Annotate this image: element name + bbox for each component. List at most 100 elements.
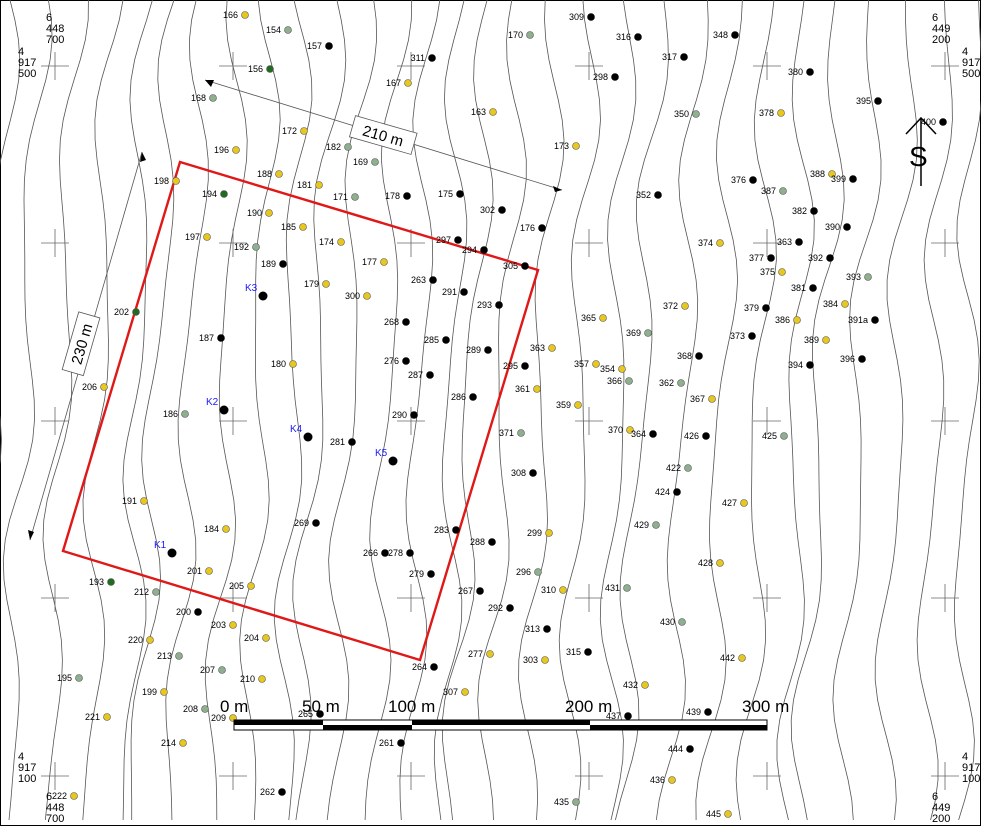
survey-point[interactable]: 429 [634,520,660,530]
survey-point[interactable]: 387 [761,186,787,196]
survey-point-marker[interactable] [290,361,297,368]
survey-point[interactable]: 286 [451,392,477,402]
survey-point[interactable]: 366 [607,376,633,386]
survey-point-marker[interactable] [844,224,851,231]
survey-point[interactable]: 194 [202,189,228,199]
survey-point[interactable]: 168 [191,93,217,103]
survey-point-marker[interactable] [223,526,230,533]
survey-point[interactable]: 288 [470,537,496,547]
survey-point-marker[interactable] [263,635,270,642]
survey-point-marker[interactable] [542,657,549,664]
survey-point-marker[interactable] [352,194,359,201]
survey-point-marker[interactable] [725,811,732,818]
key-point-marker[interactable] [304,433,313,442]
survey-point-marker[interactable] [522,263,529,270]
survey-point[interactable]: 267 [458,586,484,596]
survey-point-marker[interactable] [739,655,746,662]
key-point-marker[interactable] [220,406,229,415]
survey-point[interactable]: 200 [176,607,202,617]
survey-point[interactable]: 212 [134,587,160,597]
survey-point-marker[interactable] [147,637,154,644]
survey-point-marker[interactable] [316,182,323,189]
survey-point-marker[interactable] [703,433,710,440]
survey-point-marker[interactable] [313,520,320,527]
survey-point[interactable]: 442 [720,653,746,663]
survey-point-marker[interactable] [477,588,484,595]
survey-point[interactable]: 182 [326,142,352,152]
survey-point-marker[interactable] [527,32,534,39]
survey-point[interactable]: 390 [825,222,851,232]
survey-point[interactable]: 445 [706,809,732,819]
survey-point[interactable]: 174 [319,237,345,247]
survey-point-marker[interactable] [530,470,537,477]
survey-point-marker[interactable] [204,234,211,241]
survey-point-marker[interactable] [202,706,209,713]
survey-point[interactable]: 427 [722,498,748,508]
survey-point-marker[interactable] [427,372,434,379]
survey-point-marker[interactable] [443,337,450,344]
survey-point-marker[interactable] [717,240,724,247]
survey-point-marker[interactable] [153,589,160,596]
survey-point-marker[interactable] [382,550,389,557]
survey-point-marker[interactable] [407,550,414,557]
survey-point[interactable]: 374 [698,238,724,248]
survey-point-marker[interactable] [233,147,240,154]
survey-point-marker[interactable] [276,171,283,178]
survey-point-marker[interactable] [326,43,333,50]
survey-point-marker[interactable] [678,380,685,387]
survey-point-marker[interactable] [242,12,249,19]
survey-point-marker[interactable] [206,568,213,575]
survey-point-marker[interactable] [462,689,469,696]
survey-point-marker[interactable] [679,619,686,626]
survey-point[interactable]: 365 [581,313,607,323]
survey-point-marker[interactable] [705,709,712,716]
survey-point[interactable]: 348 [713,30,739,40]
survey-point[interactable]: 367 [690,394,716,404]
survey-point[interactable]: 389 [804,335,830,345]
survey-point-marker[interactable] [470,394,477,401]
survey-point[interactable]: 393 [846,272,872,282]
survey-point-marker[interactable] [780,188,787,195]
survey-point-marker[interactable] [364,293,371,300]
survey-point[interactable]: 290 [392,410,418,420]
survey-point-marker[interactable] [539,225,546,232]
survey-point-marker[interactable] [940,119,947,126]
survey-point-marker[interactable] [717,560,724,567]
survey-point-marker[interactable] [487,651,494,658]
survey-point[interactable]: 220 [128,635,154,645]
survey-point[interactable]: 295 [503,361,529,371]
survey-point-marker[interactable] [750,177,757,184]
survey-point-marker[interactable] [301,128,308,135]
survey-point[interactable]: 436 [650,775,676,785]
survey-point[interactable]: 357 [574,359,600,369]
survey-point[interactable]: 382 [792,206,818,216]
survey-point[interactable]: 262 [260,787,286,797]
survey-point[interactable]: 391a [848,315,879,325]
survey-point[interactable]: 203 [211,620,237,630]
survey-point[interactable]: 392 [808,253,834,263]
survey-point[interactable]: 372 [663,301,689,311]
survey-point[interactable]: 222 [52,791,78,801]
survey-point[interactable]: 424 [655,487,681,497]
survey-point-marker[interactable] [535,569,542,576]
survey-point-marker[interactable] [653,522,660,529]
survey-point-marker[interactable] [195,609,202,616]
survey-point[interactable]: 210 [240,674,266,684]
survey-point-marker[interactable] [810,285,817,292]
survey-point[interactable]: 311 [411,53,436,63]
survey-point[interactable]: 281 [330,437,356,447]
survey-point[interactable]: 177 [362,257,388,267]
survey-point-marker[interactable] [176,653,183,660]
survey-point[interactable]: 186 [163,409,189,419]
survey-point-marker[interactable] [372,159,379,166]
survey-point[interactable]: 156 [248,64,274,74]
survey-point-marker[interactable] [404,193,411,200]
survey-point[interactable]: 384 [823,299,849,309]
survey-point-marker[interactable] [560,587,567,594]
survey-point-marker[interactable] [865,274,872,281]
survey-point-marker[interactable] [573,143,580,150]
survey-point[interactable]: 175 [438,189,464,199]
survey-point[interactable]: 264 [412,662,438,672]
survey-point[interactable]: 176 [520,223,546,233]
survey-point[interactable]: 426 [684,431,710,441]
